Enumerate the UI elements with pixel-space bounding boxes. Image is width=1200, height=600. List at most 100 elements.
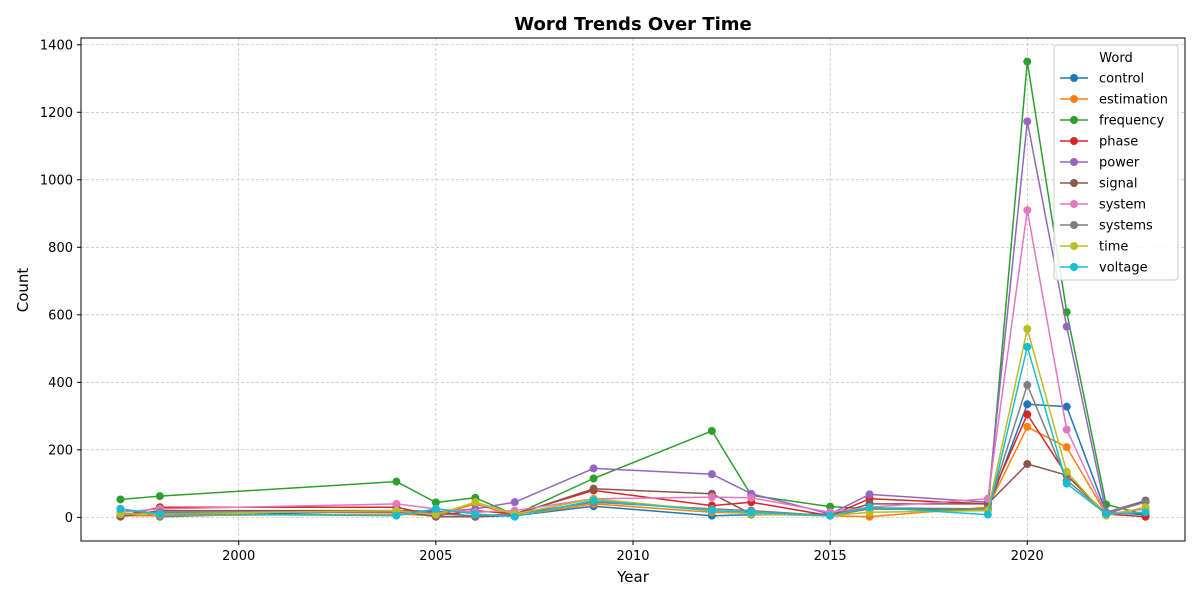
data-point-time	[431, 510, 440, 519]
y-tick-label: 0	[65, 511, 73, 526]
legend-item-phase: phase	[1060, 135, 1138, 150]
legend: Word control estimation frequency phase powe…	[1053, 44, 1179, 281]
data-point-voltage	[983, 510, 992, 519]
legend-swatch-marker	[1070, 179, 1078, 187]
data-point-system	[392, 499, 401, 508]
data-point-estimation	[1023, 422, 1032, 431]
data-point-voltage	[865, 503, 874, 512]
data-point-voltage	[707, 506, 716, 515]
data-point-frequency	[826, 502, 835, 511]
data-point-frequency	[589, 474, 598, 483]
grid-lines	[81, 38, 1185, 541]
data-point-voltage	[1141, 508, 1150, 517]
data-point-frequency	[707, 426, 716, 435]
data-point-voltage	[589, 496, 598, 505]
y-axis-label: Count	[14, 268, 32, 313]
data-point-control	[1062, 402, 1071, 411]
legend-swatch-marker	[1070, 116, 1078, 124]
data-point-power	[707, 470, 716, 479]
y-tick-label: 400	[48, 376, 73, 391]
data-point-frequency	[1023, 57, 1032, 66]
series-line-voltage	[120, 346, 1146, 518]
x-tick-label: 2020	[1011, 549, 1044, 564]
data-point-system	[707, 493, 716, 502]
legend-swatch-marker	[1070, 200, 1078, 208]
legend-label: signal	[1099, 177, 1137, 192]
data-point-power	[1023, 117, 1032, 126]
data-point-system	[747, 493, 756, 502]
legend-label: voltage	[1099, 261, 1148, 276]
data-point-system	[1023, 206, 1032, 215]
data-point-time	[471, 498, 480, 507]
data-point-voltage	[510, 512, 519, 521]
y-tick-label: 200	[48, 443, 73, 458]
data-point-power	[510, 498, 519, 507]
data-point-signal	[589, 484, 598, 493]
data-point-power	[1062, 322, 1071, 331]
legend-label: phase	[1099, 135, 1138, 150]
data-point-estimation	[1062, 443, 1071, 452]
x-tick-label: 2010	[616, 549, 649, 564]
legend-title: Word	[1099, 51, 1132, 66]
series-voltage	[116, 342, 1150, 521]
series-line-system	[120, 209, 1146, 515]
legend-label: estimation	[1099, 93, 1168, 108]
data-point-voltage	[1102, 509, 1111, 518]
legend-label: system	[1099, 198, 1146, 213]
data-point-voltage	[1023, 342, 1032, 351]
legend-item-systems: systems	[1060, 219, 1153, 234]
legend-items: control estimation frequency phase power sign…	[1060, 72, 1168, 276]
y-tick-label: 1400	[40, 38, 73, 53]
data-point-voltage	[392, 511, 401, 520]
series-line-frequency	[120, 60, 1146, 516]
x-tick-label: 2000	[222, 549, 255, 564]
legend-item-time: time	[1060, 240, 1128, 255]
data-point-voltage	[116, 504, 125, 513]
data-point-time	[1023, 324, 1032, 333]
x-axis-ticks: 2000 2005 2010 2015 2020	[222, 541, 1044, 564]
y-tick-label: 800	[48, 241, 73, 256]
legend-label: systems	[1099, 219, 1153, 234]
x-tick-label: 2005	[419, 549, 452, 564]
legend-item-estimation: estimation	[1060, 93, 1168, 108]
legend-swatch-marker	[1070, 221, 1078, 229]
data-point-voltage	[826, 511, 835, 520]
data-point-voltage	[155, 509, 164, 518]
data-point-power	[589, 464, 598, 473]
legend-item-power: power	[1060, 156, 1140, 171]
x-axis-label: Year	[616, 568, 650, 586]
data-point-voltage	[1062, 479, 1071, 488]
legend-swatch-marker	[1070, 263, 1078, 271]
y-axis-ticks: 0 200 400 600 800 1000 1200 1400	[40, 38, 81, 526]
data-point-frequency	[431, 498, 440, 507]
legend-item-frequency: frequency	[1060, 114, 1165, 129]
data-point-voltage	[747, 508, 756, 517]
legend-label: power	[1099, 156, 1140, 171]
legend-swatch-marker	[1070, 95, 1078, 103]
legend-item-voltage: voltage	[1060, 261, 1148, 276]
legend-swatch-marker	[1070, 158, 1078, 166]
data-point-voltage	[471, 509, 480, 518]
data-point-systems	[1023, 381, 1032, 390]
series-layer	[116, 57, 1150, 521]
data-point-phase	[1023, 410, 1032, 419]
legend-label: time	[1099, 240, 1128, 255]
data-point-frequency	[155, 492, 164, 501]
legend-label: frequency	[1099, 114, 1165, 129]
data-point-frequency	[392, 477, 401, 486]
legend-item-control: control	[1060, 72, 1144, 87]
y-tick-label: 600	[48, 308, 73, 323]
data-point-power	[865, 490, 874, 499]
data-point-frequency	[116, 495, 125, 504]
legend-label: control	[1099, 72, 1144, 87]
y-tick-label: 1000	[40, 173, 73, 188]
legend-item-system: system	[1060, 198, 1146, 213]
data-point-control	[1023, 400, 1032, 409]
data-point-signal	[1023, 460, 1032, 469]
x-tick-label: 2015	[814, 549, 847, 564]
legend-item-signal: signal	[1060, 177, 1137, 192]
y-tick-label: 1200	[40, 106, 73, 121]
data-point-system	[1062, 425, 1071, 434]
legend-swatch-marker	[1070, 74, 1078, 82]
